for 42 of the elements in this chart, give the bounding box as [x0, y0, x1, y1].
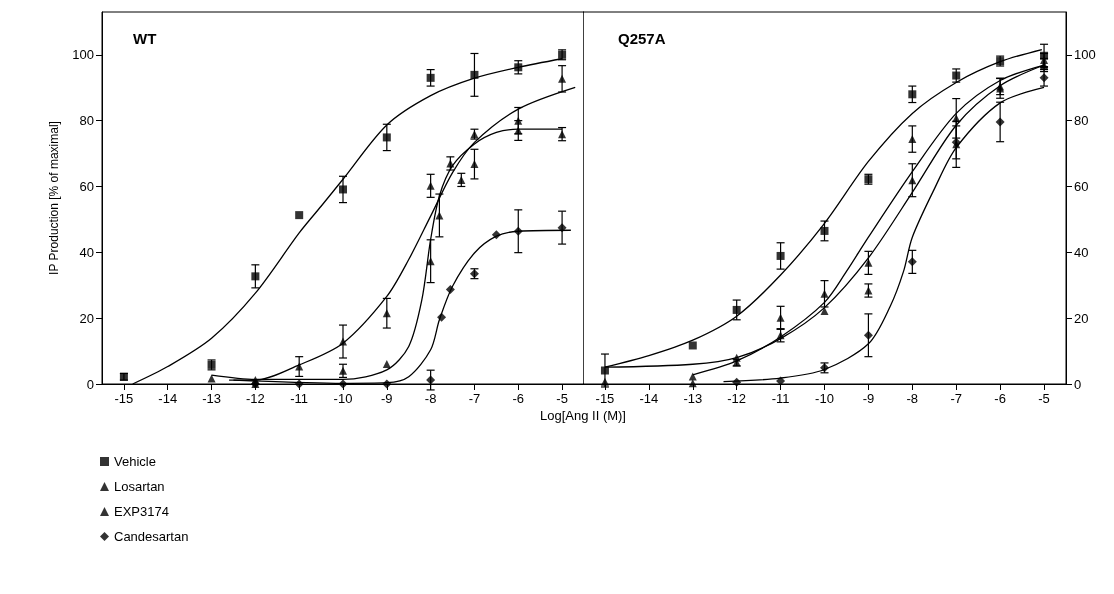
x-tick-label: -6	[512, 391, 525, 406]
y-tick-label: 80	[1074, 113, 1089, 129]
legend-label: Candesartan	[114, 529, 189, 544]
x-tick-label: -6	[994, 391, 1006, 406]
x-tick-label: -13	[202, 391, 221, 406]
x-tick-label: -11	[290, 391, 309, 406]
y-tick-label: 60	[79, 178, 94, 194]
x-tick-label: -15	[595, 391, 615, 406]
x-tick-label: -12	[727, 391, 747, 406]
legend-label: Vehicle	[114, 454, 156, 469]
x-tick-label: -5	[556, 391, 568, 406]
y-tick-label: 0	[1074, 376, 1082, 392]
x-tick-label: -9	[862, 391, 875, 406]
y-tick-label: 40	[79, 244, 94, 260]
y-tick-label: 100	[1074, 47, 1096, 63]
y-tick-label: 80	[79, 113, 94, 129]
y-tick-label: 0	[86, 376, 94, 392]
x-tick-label: -7	[950, 391, 963, 406]
x-tick-label: -8	[424, 391, 437, 406]
x-tick-label: -15	[114, 391, 134, 406]
x-tick-label: -7	[468, 391, 481, 406]
x-tick-label: -10	[815, 391, 834, 406]
x-tick-label: -9	[381, 391, 393, 406]
legend-label: EXP3174	[114, 504, 169, 519]
y-tick-label: 20	[79, 310, 94, 326]
text: Q257A	[618, 30, 666, 47]
x-tick-label: -8	[906, 391, 919, 406]
x-axis-title: Log[Ang II (M)]	[539, 408, 627, 423]
y-axis-title: IP Production [% of maximal]	[47, 121, 61, 275]
y-tick-label: 60	[1074, 178, 1089, 194]
x-tick-label: -13	[683, 391, 703, 406]
x-tick-label: -14	[158, 391, 178, 406]
x-tick-label: -12	[245, 391, 265, 406]
y-tick-label: 20	[1074, 310, 1089, 326]
text: WT	[133, 30, 157, 47]
x-tick-label: -11	[771, 391, 790, 406]
y-tick-label: 100	[72, 47, 94, 63]
legend-label: Losartan	[114, 479, 165, 494]
x-tick-label: -10	[333, 391, 353, 406]
y-tick-label: 40	[1074, 244, 1089, 260]
x-tick-label: -5	[1038, 391, 1050, 406]
x-tick-label: -14	[639, 391, 659, 406]
